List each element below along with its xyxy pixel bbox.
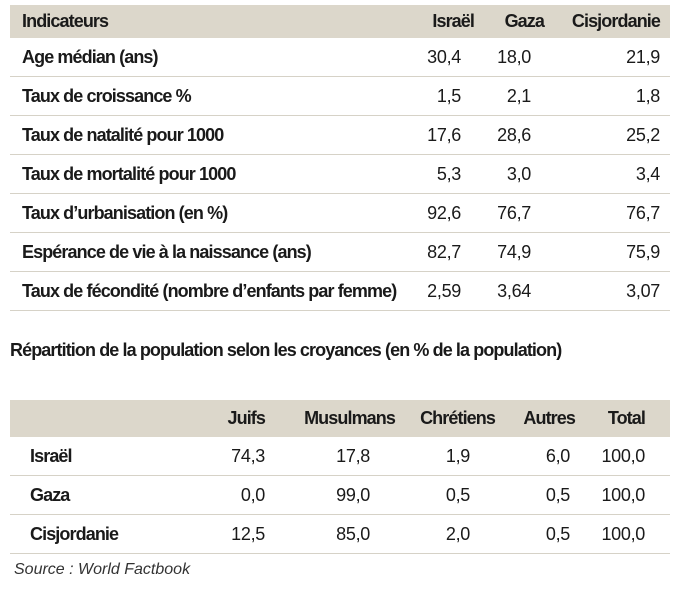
header-gaza: Gaza <box>504 11 545 31</box>
cell-israel: 5,3 <box>436 163 461 184</box>
table-row: Taux de croissance % 1,5 2,1 1,8 <box>10 77 670 116</box>
cell-cisjordanie: 3,07 <box>626 280 660 301</box>
header-cisjordanie: Cisjordanie <box>571 11 661 31</box>
cell-cisjordanie: 3,4 <box>635 163 660 184</box>
cell-cisjordanie: 75,9 <box>626 241 660 262</box>
cell-israel: 30,4 <box>427 46 461 67</box>
cell-israel: 1,5 <box>436 85 461 106</box>
cell-musulmans: 17,8 <box>336 445 370 466</box>
religion-section-title: Répartition de la population selon les c… <box>10 340 562 360</box>
cell-cisjordanie: 76,7 <box>626 202 660 223</box>
table-row: Taux d’urbanisation (en %) 92,6 76,7 76,… <box>10 194 670 233</box>
cell-gaza: 18,0 <box>497 46 531 67</box>
table-row: Taux de fécondité (nombre d’enfants par … <box>10 272 670 311</box>
cell-gaza: 3,0 <box>506 163 531 184</box>
row-label: Taux de fécondité (nombre d’enfants par … <box>22 280 397 301</box>
cell-gaza: 2,1 <box>506 85 531 106</box>
cell-chretiens: 0,5 <box>445 484 470 505</box>
cell-total: 100,0 <box>601 484 645 505</box>
row-label: Taux d’urbanisation (en %) <box>22 202 228 223</box>
table-row: Taux de mortalité pour 1000 5,3 3,0 3,4 <box>10 155 670 194</box>
header-juifs: Juifs <box>227 408 265 428</box>
cell-israel: 92,6 <box>427 202 461 223</box>
cell-chretiens: 1,9 <box>445 445 470 466</box>
cell-israel: 17,6 <box>427 124 461 145</box>
cell-gaza: 3,64 <box>497 280 531 301</box>
cell-juifs: 0,0 <box>240 484 265 505</box>
table-row: Age médian (ans) 30,4 18,0 21,9 <box>10 38 670 77</box>
cell-israel: 2,59 <box>427 280 461 301</box>
header-israel: Israël <box>432 11 475 31</box>
cell-juifs: 12,5 <box>231 523 265 544</box>
indicators-table: Indicateurs Israël Gaza Cisjordanie Age … <box>10 5 670 311</box>
indicators-header-row: Indicateurs Israël Gaza Cisjordanie <box>10 5 670 38</box>
cell-cisjordanie: 1,8 <box>635 85 660 106</box>
header-chretiens: Chrétiens <box>420 408 496 428</box>
header-indicateurs: Indicateurs <box>22 11 109 31</box>
cell-cisjordanie: 25,2 <box>626 124 660 145</box>
row-label: Gaza <box>30 484 70 505</box>
cell-gaza: 76,7 <box>497 202 531 223</box>
row-label: Espérance de vie à la naissance (ans) <box>22 241 312 262</box>
cell-autres: 0,5 <box>545 484 570 505</box>
row-label: Taux de mortalité pour 1000 <box>22 163 236 184</box>
header-total: Total <box>607 408 646 428</box>
cell-chretiens: 2,0 <box>445 523 470 544</box>
row-label: Taux de natalité pour 1000 <box>22 124 224 145</box>
row-label: Israël <box>30 445 73 466</box>
cell-total: 100,0 <box>601 523 645 544</box>
cell-gaza: 28,6 <box>497 124 531 145</box>
table-row: Taux de natalité pour 1000 17,6 28,6 25,… <box>10 116 670 155</box>
source-note: Source : World Factbook <box>14 561 191 578</box>
cell-musulmans: 85,0 <box>336 523 370 544</box>
header-musulmans: Musulmans <box>304 408 396 428</box>
religion-header-row: Juifs Musulmans Chrétiens Autres Total <box>10 400 670 437</box>
cell-autres: 6,0 <box>545 445 570 466</box>
row-label: Taux de croissance % <box>22 85 192 106</box>
cell-israel: 82,7 <box>427 241 461 262</box>
table-row: Cisjordanie 12,5 85,0 2,0 0,5 100,0 <box>10 515 670 554</box>
cell-musulmans: 99,0 <box>336 484 370 505</box>
table-row: Espérance de vie à la naissance (ans) 82… <box>10 233 670 272</box>
cell-autres: 0,5 <box>545 523 570 544</box>
cell-gaza: 74,9 <box>497 241 531 262</box>
row-label: Cisjordanie <box>30 523 119 544</box>
header-autres: Autres <box>523 408 576 428</box>
cell-cisjordanie: 21,9 <box>626 46 660 67</box>
cell-total: 100,0 <box>601 445 645 466</box>
religion-table: Juifs Musulmans Chrétiens Autres Total I… <box>10 400 670 554</box>
table-row: Israël 74,3 17,8 1,9 6,0 100,0 <box>10 437 670 476</box>
table-row: Gaza 0,0 99,0 0,5 0,5 100,0 <box>10 476 670 515</box>
cell-juifs: 74,3 <box>231 445 265 466</box>
row-label: Age médian (ans) <box>22 46 159 67</box>
